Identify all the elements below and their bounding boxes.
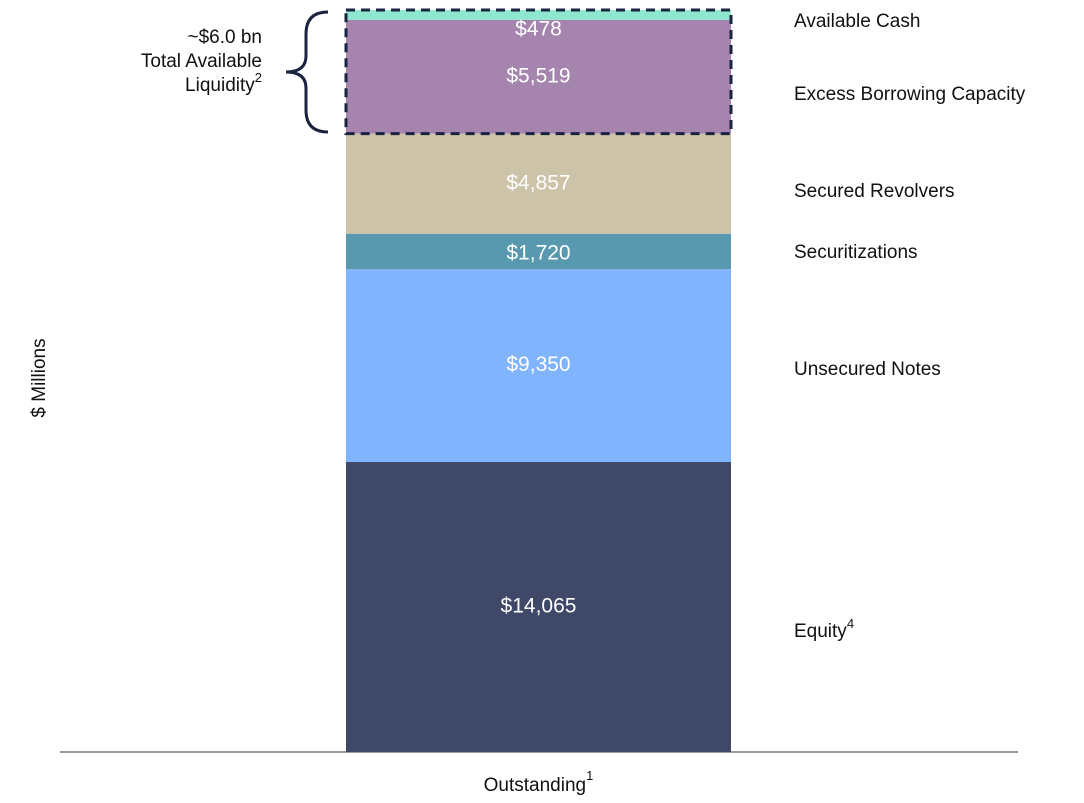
annotation-line: Total Available <box>141 51 262 72</box>
annotation: Total Available <box>141 51 262 72</box>
footnote: 2 <box>255 70 262 85</box>
bar-segment <box>346 10 731 20</box>
value-label: $4,857 <box>506 171 570 194</box>
legend-name: Excess Borrowing Capacity <box>794 84 1026 105</box>
bar-segment <box>346 462 731 752</box>
legend-label: Securitizations <box>794 242 918 263</box>
legend-label: Equity4 <box>794 616 854 642</box>
legend-label: Unsecured Notes <box>794 359 941 380</box>
annotation-line: ~$6.0 bn <box>188 27 263 48</box>
legend-name: Securitizations <box>794 242 918 263</box>
x-tick-label: Outstanding1 <box>484 768 594 796</box>
legend-name: Secured Revolvers <box>794 181 955 202</box>
bar-segment <box>346 233 731 270</box>
value-label: $478 <box>515 18 562 41</box>
value-label: $9,350 <box>506 353 570 376</box>
value-label: $5,519 <box>506 64 570 87</box>
legend-name: Equity <box>794 621 847 642</box>
y-axis-label: $ Millions <box>29 338 50 417</box>
bar-segment <box>346 19 731 134</box>
value-label: $1,720 <box>506 241 570 264</box>
legend-label: Excess Borrowing Capacity <box>794 84 1026 105</box>
legend-label: Secured Revolvers <box>794 181 955 202</box>
bar-segment <box>346 133 731 234</box>
annotation: ~$6.0 bn <box>188 27 263 48</box>
legend-label: Available Cash <box>794 11 920 32</box>
footnote: 1 <box>586 768 593 783</box>
annotation: Liquidity2 <box>185 70 262 96</box>
category: Outstanding <box>484 775 586 796</box>
bar-segment <box>346 269 731 463</box>
legend-name: Unsecured Notes <box>794 359 941 380</box>
brace <box>285 10 329 134</box>
annotation-line: Liquidity <box>185 75 255 96</box>
footnote: 4 <box>847 616 854 631</box>
legend-name: Available Cash <box>794 11 920 32</box>
value-label: $14,065 <box>501 595 577 618</box>
